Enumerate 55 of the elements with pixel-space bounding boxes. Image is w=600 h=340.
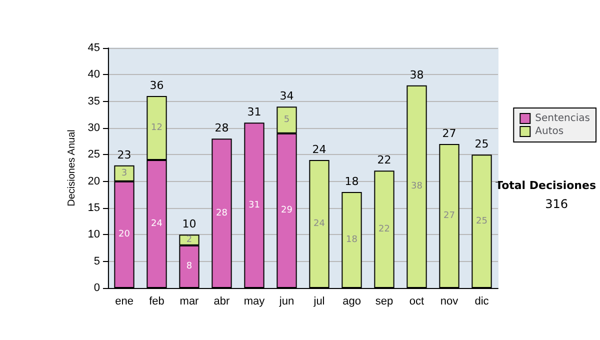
legend-label: Autos [535, 126, 564, 137]
data-label: 38 [411, 182, 423, 192]
data-label: 22 [378, 224, 390, 234]
x-tick-label: dic [474, 296, 490, 308]
data-label: 20 [118, 230, 130, 240]
y-tick-label: 20 [88, 175, 100, 188]
total-label: 22 [377, 154, 392, 167]
y-tick-label: 10 [88, 228, 100, 241]
x-tick-label: ene [115, 296, 134, 308]
data-label: 12 [151, 123, 162, 133]
total-label: 25 [474, 138, 489, 151]
data-label: 3 [121, 168, 128, 178]
y-tick-label: 0 [94, 282, 100, 294]
x-tick-label: nov [440, 296, 459, 308]
y-tick-label: 30 [88, 122, 100, 134]
data-label: 2 [186, 235, 192, 245]
x-tick-label: jun [278, 296, 294, 308]
data-label: 8 [186, 262, 192, 272]
total-label: 10 [182, 218, 196, 231]
x-tick-label: feb [149, 296, 164, 308]
data-label: 31 [248, 200, 260, 210]
x-tick-label: sep [375, 296, 394, 308]
y-tick-label: 5 [94, 255, 100, 268]
legend-label: Sentencias [535, 113, 590, 124]
y-tick-label: 15 [88, 202, 100, 214]
text: 316 [545, 197, 568, 211]
data-label: 25 [476, 216, 488, 226]
y-tick-label: 40 [88, 68, 100, 81]
y-tick-label: 25 [88, 148, 100, 161]
data-label: 24 [314, 219, 326, 229]
data-label: 27 [444, 211, 455, 221]
x-tick-label: oct [409, 296, 424, 308]
total-label: 28 [214, 122, 229, 135]
total-label: 38 [410, 68, 424, 82]
total-label: 18 [344, 175, 359, 188]
data-label: 5 [284, 115, 290, 125]
x-tick-label: ago [342, 296, 361, 308]
data-label: 29 [281, 206, 293, 216]
y-tick-label: 45 [88, 42, 100, 54]
x-tick-label: may [244, 296, 266, 308]
annotation: Total Decisiones [496, 179, 596, 192]
data-label: 28 [216, 208, 228, 218]
total-label: 23 [117, 148, 132, 162]
total-label: 31 [247, 106, 262, 119]
x-tick-label: jul [312, 296, 325, 308]
y-tick-label: 35 [88, 95, 100, 108]
total-label: 27 [442, 127, 456, 140]
data-label: 24 [151, 219, 163, 229]
total-label: 36 [150, 79, 164, 92]
data-label: 18 [346, 235, 358, 245]
x-tick-label: mar [180, 296, 200, 308]
total-label: 34 [280, 90, 294, 103]
x-tick-label: abr [214, 296, 230, 308]
total-label: 24 [312, 143, 326, 156]
y-axis-title: Decisiones Anual [66, 130, 78, 206]
